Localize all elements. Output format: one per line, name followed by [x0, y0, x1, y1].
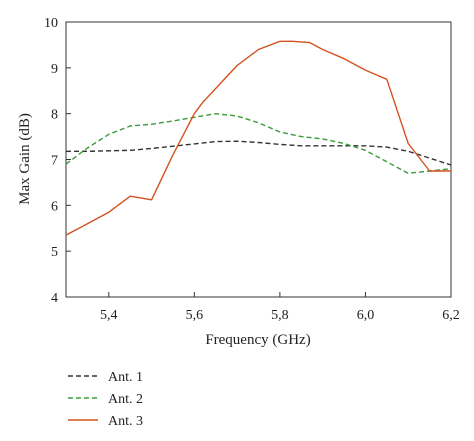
- series-line-ant-3: [65, 40, 451, 236]
- y-tick-label: 7: [51, 154, 58, 169]
- series-line-ant-2: [65, 112, 452, 175]
- y-tick-label: 5: [51, 245, 58, 260]
- x-tick-label: 6,0: [357, 308, 375, 323]
- x-tick-label: 6,2: [442, 308, 460, 323]
- series-group: [65, 40, 452, 236]
- legend-label-ant-2: Ant. 2: [108, 392, 143, 407]
- legend-label-ant-1: Ant. 1: [108, 370, 143, 385]
- y-tick-label: 8: [51, 108, 58, 123]
- series-line-ant-1: [66, 140, 452, 166]
- y-tick-label: 9: [51, 62, 58, 77]
- plot-frame: [65, 21, 452, 298]
- x-tick-label: 5,6: [186, 308, 204, 323]
- y-axis-title: Max Gain (dB): [17, 113, 33, 205]
- x-axis-title: Frequency (GHz): [205, 332, 310, 348]
- y-tick-label: 4: [51, 291, 58, 306]
- legend: Ant. 1 Ant. 2 Ant. 3: [68, 370, 143, 429]
- y-tick-label: 6: [51, 199, 58, 214]
- y-tick-label: 10: [44, 16, 58, 31]
- y-axis-ticks: 4 5 6 7 8 9 10: [44, 16, 71, 306]
- x-tick-label: 5,8: [271, 308, 289, 323]
- x-axis-ticks: 5,4 5,6 5,8 6,0 6,2: [100, 292, 460, 323]
- legend-label-ant-3: Ant. 3: [108, 414, 143, 429]
- x-tick-label: 5,4: [100, 308, 118, 323]
